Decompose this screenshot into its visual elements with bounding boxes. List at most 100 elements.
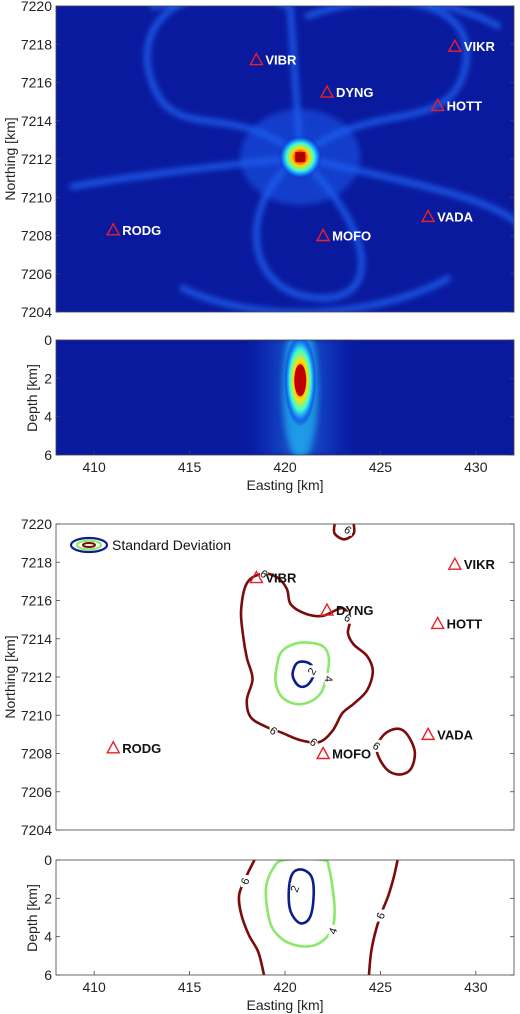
depth-std-y-ticks: 0 2 4 6 (44, 852, 514, 983)
map-std-y-axis-label: Northing [km] (2, 635, 18, 718)
station-marker (249, 570, 264, 584)
station-marker (249, 52, 264, 66)
y-tick-label: 6 (44, 447, 52, 463)
x-tick-label: 410 (82, 459, 106, 475)
y-tick-label: 7206 (21, 266, 52, 282)
legend: Standard Deviation (69, 536, 231, 554)
y-tick-label: 0 (44, 332, 52, 348)
station-label: RODG (122, 741, 161, 756)
contour-label: 6 (307, 736, 319, 749)
x-tick-label: 425 (369, 979, 393, 995)
station-marker (447, 38, 463, 52)
y-tick-label: 4 (44, 409, 52, 425)
map-density-y-ticks: 7204 7206 7208 7210 7212 7214 7216 7218 7220 (21, 0, 514, 320)
y-tick-label: 7218 (21, 36, 52, 52)
arc-band (253, 154, 365, 302)
contour-label-bg (372, 739, 381, 752)
station-marker (319, 602, 335, 616)
station-label: HOTT (447, 98, 482, 113)
map-std-panel: 6 6 6 6 6 6 42 VIBR VIKR DYNG HOTT VADA RODG MOFO St… (2, 516, 515, 838)
station-label: HOTT (447, 616, 482, 631)
station-marker (420, 726, 436, 741)
arc-band (144, 6, 304, 165)
map-std-y-ticks: 7204 7206 7208 7210 7212 7214 7216 7218 7220 (21, 516, 514, 838)
y-tick-label: 7212 (21, 669, 52, 685)
y-tick-label: 6 (44, 967, 52, 983)
depth-std-background (56, 860, 514, 975)
x-tick-label: 425 (369, 459, 393, 475)
y-tick-label: 7216 (21, 75, 52, 91)
y-tick-label: 4 (44, 929, 52, 945)
y-tick-label: 7204 (21, 304, 52, 320)
depth-density-y-axis-label: Depth [km] (24, 364, 40, 432)
y-tick-label: 7214 (21, 113, 52, 129)
contour-label: 6 (267, 725, 279, 738)
station-label: MOFO (332, 747, 371, 762)
y-tick-label: 7218 (21, 554, 52, 570)
contour-line-level-6 (375, 727, 417, 776)
contour-label-bg (343, 523, 352, 536)
x-tick-label: 420 (273, 979, 297, 995)
y-tick-label: 2 (44, 370, 52, 386)
y-tick-label: 7214 (21, 631, 52, 647)
map-density-stations: VIBR VIKR DYNG HOTT VADA RODG MOFO (106, 38, 496, 244)
depth-std-x-axis-label: Easting [km] (246, 997, 323, 1013)
depth-std-x-ticks: 410 415 420 425 430 (82, 971, 488, 995)
depth-density-heat-layer (245, 340, 356, 455)
x-tick-label: 415 (178, 979, 202, 995)
y-tick-label: 7220 (21, 0, 52, 14)
contour-label: 4 (327, 926, 340, 936)
contour-label: 2 (289, 884, 302, 894)
legend-label: Standard Deviation (112, 537, 231, 553)
y-tick-label: 7206 (21, 784, 52, 800)
contour-label-bg (240, 875, 249, 888)
contour-label: 6 (375, 911, 388, 921)
contour-label-bg (269, 724, 278, 737)
contour-label-bg (307, 665, 316, 678)
contour-label-bg (290, 882, 299, 895)
station-marker (430, 615, 445, 630)
station-marker (315, 228, 331, 242)
station-label: VIBR (265, 53, 297, 68)
depth-std-panel: 6 2 4 6 410 415 420 425 430 0 2 4 6 Easting [km] D… (24, 852, 515, 1013)
arc-band (178, 274, 452, 312)
station-label: RODG (122, 223, 161, 238)
station-marker (106, 740, 121, 754)
station-label: VIBR (265, 571, 297, 586)
depth-std-y-axis-label: Depth [km] (24, 884, 40, 952)
peak-core (295, 152, 306, 163)
y-tick-label: 0 (44, 852, 52, 868)
depth-density-y-ticks: 0 2 4 6 (44, 332, 514, 463)
contour-label-bg (328, 924, 337, 937)
depth-density-x-axis-label: Easting [km] (246, 477, 323, 493)
depth-std-contour-labels: 6 2 4 6 (239, 875, 388, 937)
map-std-background (56, 524, 514, 830)
arc-band (150, 6, 502, 30)
contour-label: 6 (341, 524, 353, 537)
contour-label-bg (260, 567, 269, 580)
contour-label: 2 (306, 666, 319, 677)
legend-ellipse-inner (82, 542, 96, 548)
station-label: VADA (437, 727, 473, 742)
y-tick-label: 7210 (21, 707, 52, 723)
station-label: VADA (437, 209, 473, 224)
contour-line-level-6 (239, 572, 375, 744)
contour-label: 4 (322, 676, 334, 682)
contour-label-bg (324, 672, 333, 685)
depth-density-x-ticks: 410 415 420 425 430 (82, 451, 488, 475)
y-tick-label: 7212 (21, 151, 52, 167)
station-marker (319, 84, 335, 98)
contour-label-bg (343, 611, 352, 624)
x-tick-label: 430 (464, 459, 488, 475)
contour-line-level-2 (287, 868, 316, 925)
map-std-stations: VIBR VIKR DYNG HOTT VADA RODG MOFO (106, 556, 496, 762)
station-label: VIKR (464, 557, 496, 572)
contour-label: 6 (257, 568, 269, 581)
y-tick-label: 7216 (21, 593, 52, 609)
arc-band (298, 6, 470, 160)
contour-label: 6 (239, 876, 252, 886)
x-tick-label: 420 (273, 459, 297, 475)
x-tick-label: 430 (464, 979, 488, 995)
station-label: MOFO (332, 229, 371, 244)
